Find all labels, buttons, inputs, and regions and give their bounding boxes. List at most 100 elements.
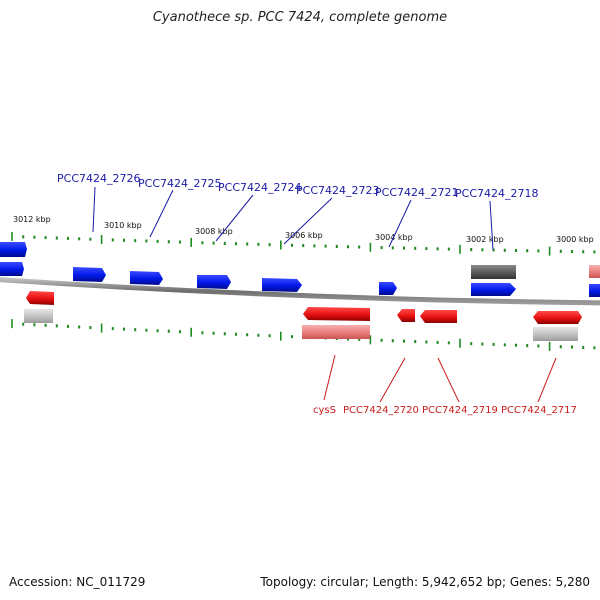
gene-label[interactable]: PCC7424_2717: [501, 405, 577, 416]
minor-tick: [436, 340, 439, 344]
minor-tick: [291, 335, 293, 339]
gene-label[interactable]: PCC7424_2723: [296, 184, 379, 197]
minor-tick: [257, 333, 260, 337]
other-feature-reverse[interactable]: [24, 309, 53, 323]
minor-tick: [156, 329, 159, 333]
minor-tick: [156, 239, 159, 243]
minor-tick: [492, 342, 495, 346]
minor-tick: [313, 244, 316, 248]
label-leader-line: [323, 354, 336, 401]
minor-tick: [145, 239, 148, 243]
label-leader-line: [215, 194, 254, 242]
other-feature-forward[interactable]: [471, 265, 516, 279]
gene-label[interactable]: PCC7424_2726: [57, 172, 140, 185]
gene-label-group[interactable]: PCC7424_2724: [215, 181, 301, 242]
gene-label[interactable]: PCC7424_2719: [422, 405, 498, 416]
minor-tick: [582, 345, 585, 349]
gene-arrow-forward[interactable]: [0, 242, 27, 257]
gene-arrow-forward[interactable]: [73, 267, 106, 282]
gene-arrow-reverse[interactable]: [533, 311, 582, 324]
gene-arrow-reverse[interactable]: [420, 310, 457, 323]
gene-label-group[interactable]: cysS: [313, 354, 336, 416]
minor-tick: [212, 241, 215, 245]
minor-tick: [111, 238, 114, 242]
gene-arrow-forward[interactable]: [130, 271, 163, 285]
reverse-strand-genes: [24, 291, 582, 341]
minor-tick: [78, 325, 81, 329]
gene-label-group[interactable]: PCC7424_2718: [455, 187, 538, 251]
gene-label[interactable]: PCC7424_2718: [455, 187, 538, 200]
minor-tick: [212, 331, 215, 335]
minor-tick: [492, 248, 495, 252]
gene-label-group[interactable]: PCC7424_2723: [283, 184, 379, 245]
gene-arrow-forward[interactable]: [471, 283, 516, 296]
minor-tick: [89, 237, 92, 241]
minor-tick: [257, 242, 260, 246]
scale-label: 3012 kbp: [13, 215, 51, 224]
gene-arrow-forward[interactable]: [262, 278, 302, 292]
inner-tick-ring: [11, 319, 596, 351]
minor-tick: [526, 344, 529, 348]
minor-tick: [111, 327, 114, 331]
gene-label[interactable]: PCC7424_2721: [375, 186, 458, 199]
minor-tick: [123, 238, 125, 242]
gene-arrow-reverse[interactable]: [397, 309, 415, 322]
minor-tick: [559, 345, 562, 349]
minor-tick: [582, 250, 585, 254]
gene-label-group[interactable]: PCC7424_2717: [501, 357, 577, 416]
minor-tick: [358, 337, 361, 341]
gene-label-group[interactable]: PCC7424_2726: [57, 172, 140, 233]
minor-tick: [391, 246, 394, 250]
gene-label-group[interactable]: PCC7424_2720: [343, 357, 419, 416]
gene-arrow-forward[interactable]: [0, 262, 24, 276]
forward-strand-genes: [0, 242, 600, 297]
label-leader-line: [149, 189, 174, 238]
gene-arrow-reverse[interactable]: [303, 307, 370, 321]
gene-arrow-forward[interactable]: [197, 275, 231, 289]
gene-label[interactable]: cysS: [313, 405, 336, 416]
outer-tick-ring: [11, 231, 596, 256]
scale-labels: 3012 kbp 3010 kbp 3008 kbp 3006 kbp 3004…: [13, 215, 594, 244]
gene-label-group[interactable]: PCC7424_2721: [375, 186, 458, 248]
minor-tick: [134, 239, 137, 243]
genome-backbone: [0, 277, 600, 306]
label-leader-line: [388, 199, 412, 248]
minor-tick: [470, 342, 473, 346]
gene-label-group[interactable]: PCC7424_2719: [422, 357, 498, 416]
other-feature-forward[interactable]: [589, 265, 600, 278]
minor-tick: [503, 343, 506, 347]
minor-tick: [537, 344, 540, 348]
minor-tick: [22, 322, 25, 326]
inner-major-ticks: [11, 319, 551, 351]
minor-tick: [134, 328, 137, 332]
minor-tick: [223, 332, 226, 336]
gene-arrow-reverse[interactable]: [26, 291, 54, 305]
minor-tick: [358, 245, 361, 249]
minor-tick: [67, 236, 69, 240]
genome-title: Cyanothece sp. PCC 7424, complete genome: [152, 10, 448, 25]
gene-label-group[interactable]: PCC7424_2725: [138, 177, 221, 238]
gene-arrow-forward[interactable]: [379, 282, 397, 295]
scale-label: 3006 kbp: [285, 231, 323, 240]
gene-label[interactable]: PCC7424_2720: [343, 405, 419, 416]
gene-label[interactable]: PCC7424_2725: [138, 177, 221, 190]
minor-tick: [201, 331, 204, 335]
minor-tick: [403, 246, 405, 250]
scale-label: 3002 kbp: [466, 235, 504, 244]
minor-tick: [246, 333, 249, 337]
scale-label: 3000 kbp: [556, 235, 594, 244]
label-leader-line: [379, 357, 406, 403]
other-feature-reverse[interactable]: [533, 327, 578, 341]
minor-tick: [447, 247, 450, 251]
bottom-gene-labels: cysS PCC7424_2720 PCC7424_2719 PCC7424_2…: [313, 354, 577, 416]
minor-tick: [347, 245, 349, 249]
minor-tick: [268, 243, 271, 247]
minor-tick: [447, 341, 450, 345]
minor-tick: [537, 249, 540, 253]
gene-label[interactable]: PCC7424_2724: [218, 181, 301, 194]
minor-tick: [571, 250, 573, 254]
rna-feature-reverse[interactable]: [302, 325, 370, 339]
minor-tick: [515, 248, 517, 252]
gene-arrow-forward[interactable]: [589, 284, 600, 297]
label-leader-line: [283, 197, 333, 245]
